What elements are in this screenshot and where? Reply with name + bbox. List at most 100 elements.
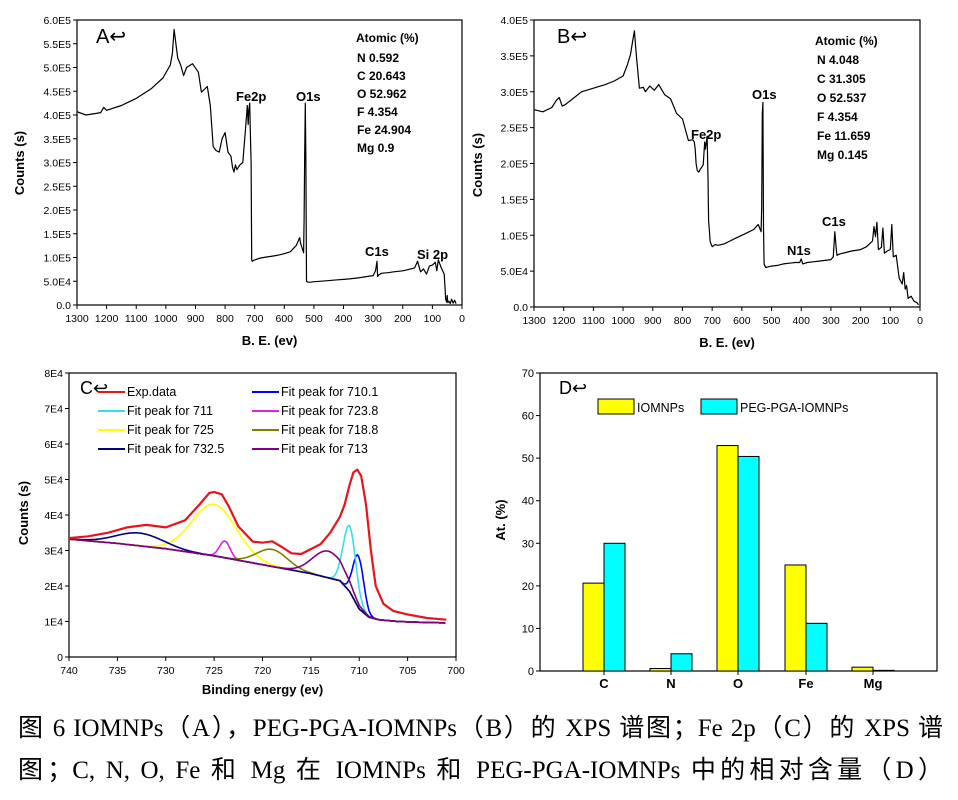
y-tick-label: 5E4: [44, 475, 63, 487]
panel-letter: C↩: [80, 378, 108, 398]
x-tick-label: 1000: [611, 315, 635, 327]
x-axis-title: Binding energy (ev): [202, 682, 323, 697]
peak-label-c1s: C1s: [822, 214, 846, 229]
y-axis-title: Counts (s): [12, 131, 27, 195]
x-tick-label: 1200: [95, 313, 119, 325]
atomic-row: O 52.962: [357, 87, 407, 101]
x-tick-label: N: [666, 676, 675, 691]
atomic-row: N 0.592: [357, 51, 399, 65]
legend-label: Exp.data: [127, 385, 176, 399]
x-tick-label: C: [599, 676, 609, 691]
y-tick-label: 0: [528, 666, 534, 678]
atomic-row: F 4.354: [817, 110, 858, 124]
atomic-title: Atomic (%): [356, 31, 419, 45]
exp-data-line: [68, 468, 447, 621]
legend-label: Fit peak for 711: [127, 404, 213, 418]
atomic-row: Mg 0.9: [357, 141, 395, 155]
x-axis-title: B. E. (ev): [699, 335, 755, 350]
x-tick-label: 800: [216, 313, 234, 325]
y-tick-label: 8E4: [44, 368, 63, 380]
panel-letter: D↩: [559, 378, 587, 398]
y-tick-label: 2.5E5: [44, 181, 72, 193]
bar: [805, 622, 828, 672]
bar: [670, 653, 693, 672]
fit-peak-line: [68, 538, 446, 624]
y-tick-label: 20: [522, 581, 534, 593]
legend-label: Fit peak for 718.8: [281, 423, 378, 437]
x-tick-label: 500: [763, 315, 781, 327]
y-tick-label: 50: [522, 453, 534, 465]
x-tick-label: 730: [157, 665, 175, 677]
bar: [716, 445, 739, 672]
y-tick-label: 3E4: [44, 546, 63, 558]
y-tick-label: 70: [522, 368, 534, 380]
y-tick-label: 60: [522, 411, 534, 423]
bar: [737, 455, 760, 672]
x-tick-label: 715: [302, 665, 320, 677]
y-tick-label: 3.5E5: [44, 134, 72, 146]
caption-line-1: 图 6 IOMNPs（A），PEG-PGA-IOMNPs（B）的 XPS 谱图；…: [18, 715, 943, 742]
x-tick-label: 100: [882, 315, 900, 327]
y-tick-label: 0.0: [513, 302, 528, 314]
legend-label: PEG-PGA-IOMNPs: [740, 401, 848, 415]
y-axis-title: Counts (s): [470, 133, 485, 197]
atomic-row: O 52.537: [817, 91, 867, 105]
y-tick-label: 40: [522, 496, 534, 508]
bar: [872, 669, 895, 672]
atomic-row: C 20.643: [357, 69, 406, 83]
x-tick-label: 710: [350, 665, 368, 677]
atomic-row: N 4.048: [817, 53, 859, 67]
x-tick-label: 600: [276, 313, 294, 325]
y-axis-title: At. (%): [493, 499, 508, 540]
y-tick-label: 3.0E5: [501, 87, 529, 99]
y-tick-label: 2.0E5: [44, 205, 72, 217]
x-tick-label: 100: [424, 313, 442, 325]
y-tick-label: 0: [57, 652, 63, 664]
y-tick-label: 4E4: [44, 510, 63, 522]
x-tick-label: 400: [335, 313, 353, 325]
y-tick-label: 2E4: [44, 581, 63, 593]
y-tick-label: 5.0E5: [44, 63, 72, 75]
x-tick-label: 740: [60, 665, 78, 677]
bar: [851, 666, 874, 672]
y-tick-label: 1.5E5: [501, 194, 529, 206]
x-tick-label: 1200: [552, 315, 576, 327]
legend-label: Fit peak for 710.1: [281, 385, 378, 399]
fit-peak-line: [68, 531, 446, 624]
atomic-row: F 4.354: [357, 105, 398, 119]
caption-line-2: 图；C, N, O, Fe 和 Mg 在 IOMNPs 和 PEG-PGA-IO…: [18, 757, 943, 784]
x-tick-label: 1300: [522, 315, 546, 327]
atomic-row: Mg 0.145: [817, 148, 868, 162]
peak-label-c1s: C1s: [365, 244, 389, 259]
x-tick-label: 200: [852, 315, 870, 327]
y-tick-label: 3.0E5: [44, 158, 72, 170]
atomic-row: C 31.305: [817, 72, 866, 86]
x-tick-label: 500: [305, 313, 323, 325]
bar: [603, 542, 626, 672]
fit-peak-line: [68, 538, 446, 624]
legend-label: IOMNPs: [637, 401, 684, 415]
peak-label-fe2p: Fe2p: [691, 127, 721, 142]
y-tick-label: 30: [522, 538, 534, 550]
y-tick-label: 5.0E4: [44, 276, 72, 288]
fit-peak-line: [68, 538, 446, 624]
y-tick-label: 0.0: [56, 300, 71, 312]
x-tick-label: 600: [733, 315, 751, 327]
peak-label-si2p: Si 2p: [417, 247, 448, 262]
x-tick-label: 0: [917, 315, 923, 327]
x-tick-label: 1100: [582, 315, 605, 327]
y-tick-label: 1.0E5: [44, 253, 72, 265]
x-tick-label: 705: [399, 665, 417, 677]
x-tick-label: 800: [674, 315, 692, 327]
atomic-row: Fe 24.904: [357, 123, 411, 137]
peak-label-o1s: O1s: [296, 89, 321, 104]
x-tick-label: 700: [246, 313, 264, 325]
peak-label-o1s: O1s: [752, 87, 777, 102]
y-tick-label: 2.0E5: [501, 159, 529, 171]
y-tick-label: 4.0E5: [501, 15, 529, 27]
y-tick-label: 2.5E5: [501, 123, 529, 135]
y-tick-label: 5.5E5: [44, 39, 72, 51]
y-tick-label: 1.5E5: [44, 229, 72, 241]
peak-label-n1s: N1s: [787, 243, 811, 258]
legend-label: Fit peak for 723.8: [281, 404, 378, 418]
